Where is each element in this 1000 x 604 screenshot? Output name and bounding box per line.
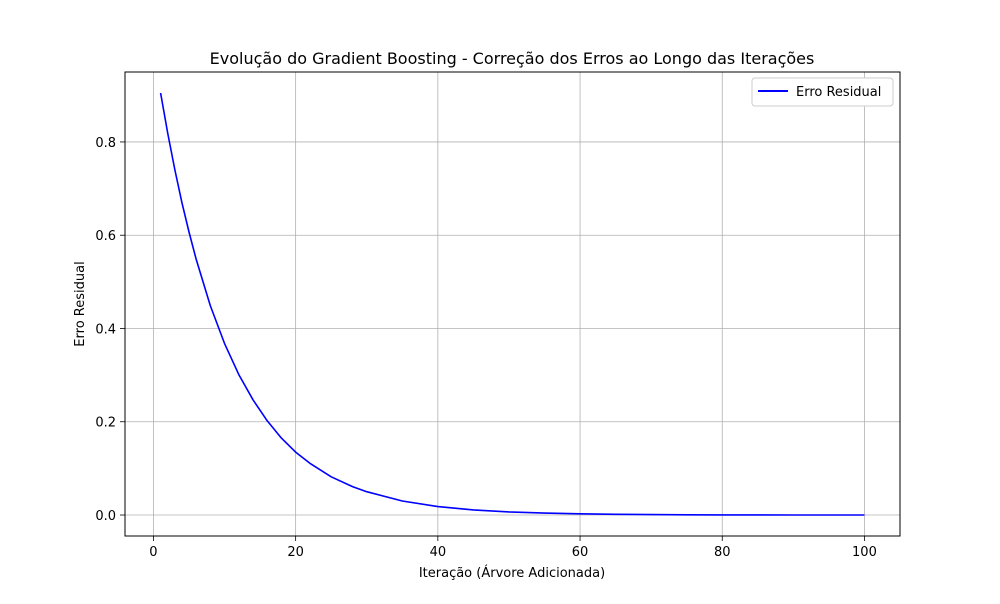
legend: Erro Residual [751, 77, 894, 107]
x-tick-label: 100 [852, 545, 877, 560]
y-tick-label: 0.2 [95, 416, 116, 431]
x-axis-label: Iteração (Árvore Adicionada) [419, 565, 605, 581]
x-tick-label: 20 [287, 545, 304, 560]
y-tick-label: 0.8 [95, 136, 116, 151]
series-line [159, 92, 865, 516]
x-tick-label: 40 [430, 545, 447, 560]
x-tick-label: 60 [572, 545, 589, 560]
legend-box [751, 77, 894, 107]
y-tick-label: 0.4 [95, 322, 116, 337]
x-tick-label: 0 [149, 545, 157, 560]
legend-label: Erro Residual [796, 85, 881, 100]
y-axis: 0.0 0.2 0.4 0.6 0.8 [95, 136, 125, 524]
y-axis-label: Erro Residual [73, 261, 88, 346]
series-layer [159, 92, 865, 516]
x-axis: 0 20 40 60 80 100 [149, 536, 877, 560]
x-tick-label: 80 [714, 545, 731, 560]
y-tick-label: 0.6 [95, 229, 116, 244]
plot-frame [124, 71, 901, 537]
y-tick-label: 0.0 [95, 509, 116, 524]
chart-title: Evolução do Gradient Boosting - Correção… [210, 49, 815, 68]
